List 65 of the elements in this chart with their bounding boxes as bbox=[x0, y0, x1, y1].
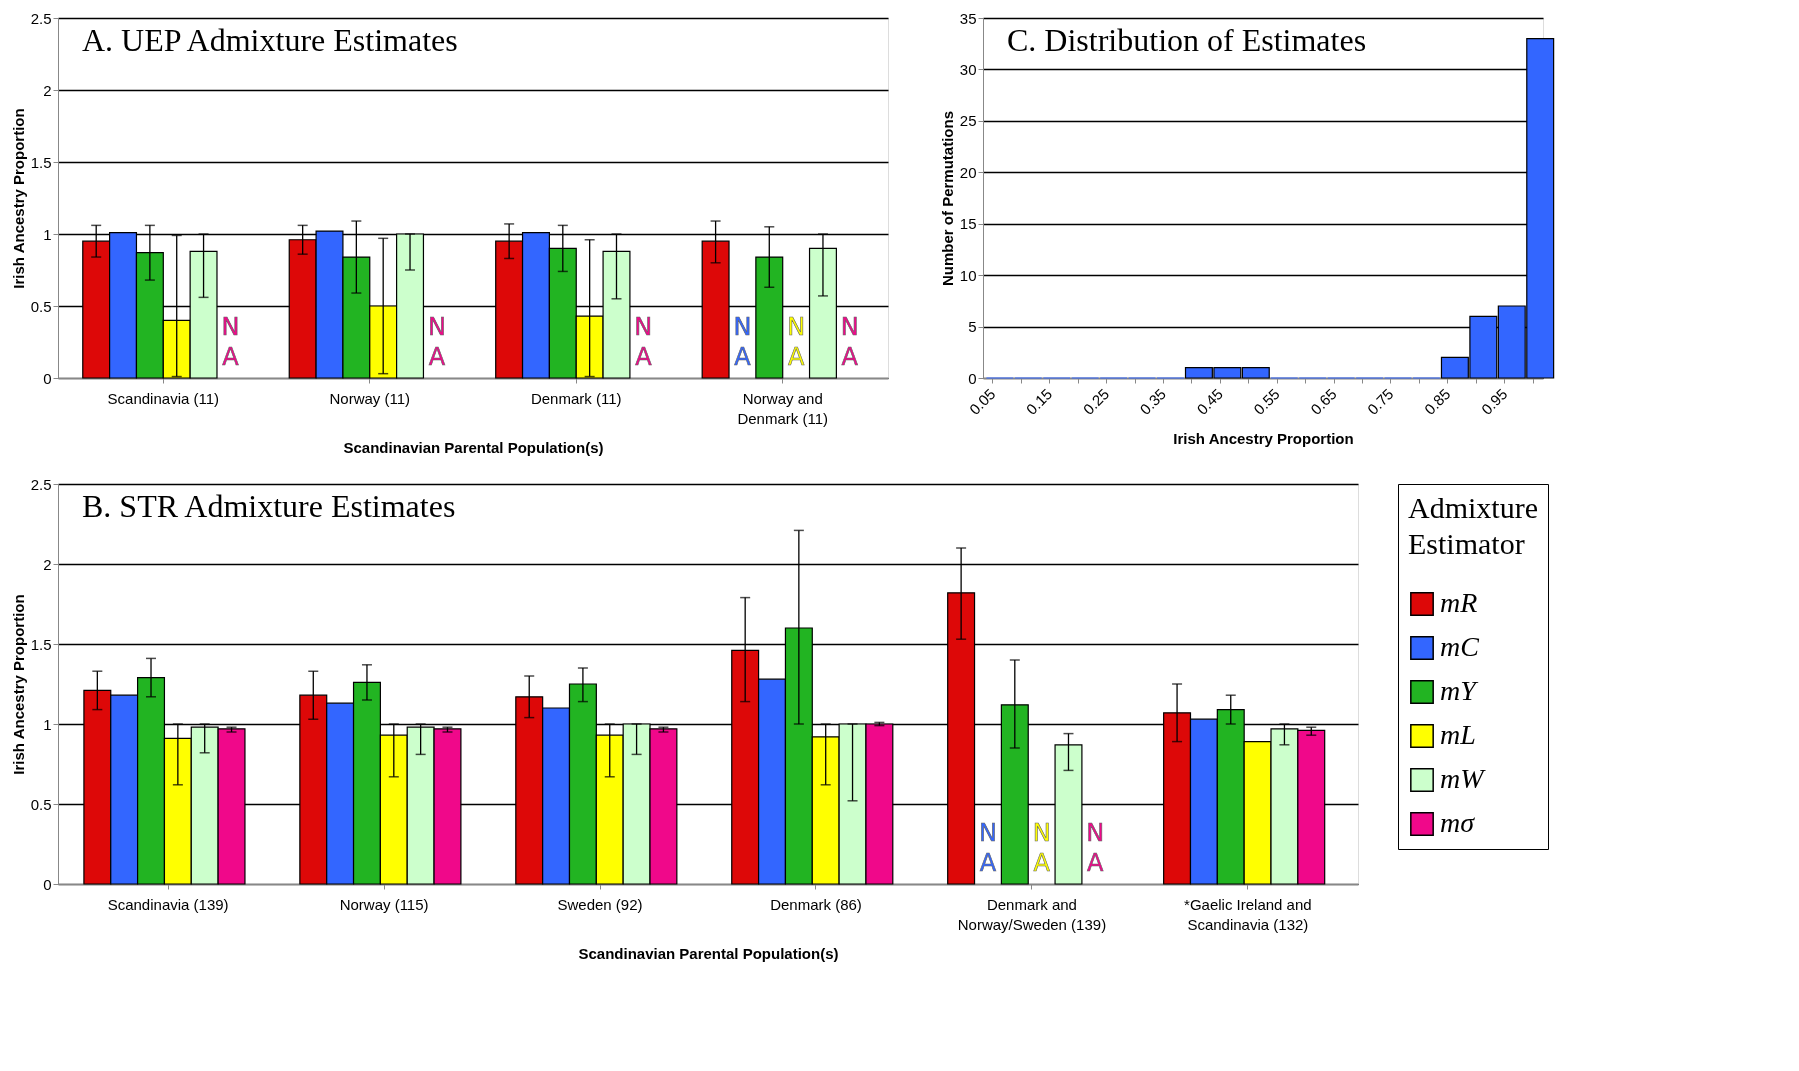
y-tick-label: 25 bbox=[959, 112, 977, 130]
y-tick-label: 0.5 bbox=[30, 297, 52, 315]
text: NA bbox=[978, 819, 997, 877]
y-tick-label: 10 bbox=[959, 266, 977, 284]
x-tick-label: 0.55 bbox=[1250, 385, 1283, 418]
x-tick-label: 0.75 bbox=[1363, 385, 1397, 418]
legend-label: mC bbox=[1440, 631, 1480, 662]
x-tick-label: Sweden (92) bbox=[557, 895, 643, 913]
y-tick-label: 1 bbox=[43, 715, 52, 733]
y-tick-label: 1.5 bbox=[30, 153, 52, 171]
text: NA bbox=[427, 313, 446, 371]
x-tick-label: Norway (115) bbox=[339, 895, 429, 913]
text: NA bbox=[787, 313, 806, 371]
x-axis-title: Scandinavian Parental Population(s) bbox=[578, 944, 839, 962]
y-tick-label: 2 bbox=[43, 81, 52, 99]
y-axis-title: Number of Permutations bbox=[938, 110, 956, 287]
text: NA bbox=[634, 313, 653, 371]
x-tick-label: Norway and Denmark (11) bbox=[737, 389, 828, 427]
legend-label: mL bbox=[1440, 719, 1476, 750]
legend-label: mW bbox=[1440, 763, 1487, 794]
y-tick-label: 2.5 bbox=[30, 9, 52, 27]
y-tick-label: 0 bbox=[43, 875, 52, 893]
legend-title: Admixture Estimator bbox=[1408, 491, 1538, 560]
x-tick-label: 0.95 bbox=[1477, 385, 1511, 418]
y-tick-label: 0 bbox=[43, 369, 52, 387]
x-tick-label: Denmark (86) bbox=[770, 895, 862, 913]
y-tick-label: 0.5 bbox=[30, 795, 52, 813]
y-axis-title: Irish Ancestry Proportion bbox=[9, 108, 27, 289]
x-axis-title: Scandinavian Parental Population(s) bbox=[343, 438, 604, 456]
text: NA bbox=[840, 313, 859, 371]
x-tick-label: Scandinavia (139) bbox=[107, 895, 229, 913]
y-tick-label: 2 bbox=[43, 555, 52, 573]
y-tick-label: 15 bbox=[959, 215, 977, 233]
y-tick-label: 5 bbox=[968, 318, 977, 336]
x-axis-title: Irish Ancestry Proportion bbox=[1173, 429, 1354, 447]
y-tick-label: 1.5 bbox=[30, 635, 52, 653]
y-axis-title: Irish Ancestry Proportion bbox=[9, 594, 27, 775]
y-tick-label: 30 bbox=[959, 60, 977, 78]
x-tick-label: Scandinavia (11) bbox=[107, 389, 220, 407]
y-tick-label: 2.5 bbox=[30, 475, 52, 493]
y-tick-label: 20 bbox=[959, 163, 977, 181]
x-tick-label: 0.85 bbox=[1420, 385, 1454, 418]
x-tick-label: 0.65 bbox=[1307, 385, 1340, 418]
y-tick-label: 35 bbox=[959, 9, 977, 27]
x-tick-label: 0.25 bbox=[1079, 385, 1113, 418]
legend-label: mY bbox=[1440, 675, 1480, 706]
legend-label: mR bbox=[1440, 587, 1478, 618]
text: NA bbox=[1032, 819, 1051, 877]
chart-title: A. UEP Admixture Estimates bbox=[82, 22, 458, 58]
y-tick-label: 1 bbox=[43, 225, 52, 243]
x-tick-label: Norway (11) bbox=[329, 389, 411, 407]
x-tick-label: *Gaelic Ireland and Scandinavia (132) bbox=[1184, 895, 1312, 933]
x-tick-label: Denmark (11) bbox=[530, 389, 622, 407]
x-tick-label: 0.45 bbox=[1193, 385, 1226, 418]
text: NA bbox=[1086, 819, 1105, 877]
text: NA bbox=[221, 313, 240, 371]
x-tick-label: 0.15 bbox=[1022, 385, 1056, 418]
chart-title: C. Distribution of Estimates bbox=[1007, 22, 1367, 58]
y-tick-label: 0 bbox=[968, 369, 977, 387]
chart-title: B. STR Admixture Estimates bbox=[82, 488, 456, 524]
x-tick-label: 0.35 bbox=[1136, 385, 1170, 418]
x-tick-label: Denmark and Norway/Sweden (139) bbox=[957, 895, 1107, 933]
x-tick-label: 0.05 bbox=[965, 385, 999, 418]
text: NA bbox=[733, 313, 752, 371]
legend-label: mσ bbox=[1440, 807, 1476, 838]
